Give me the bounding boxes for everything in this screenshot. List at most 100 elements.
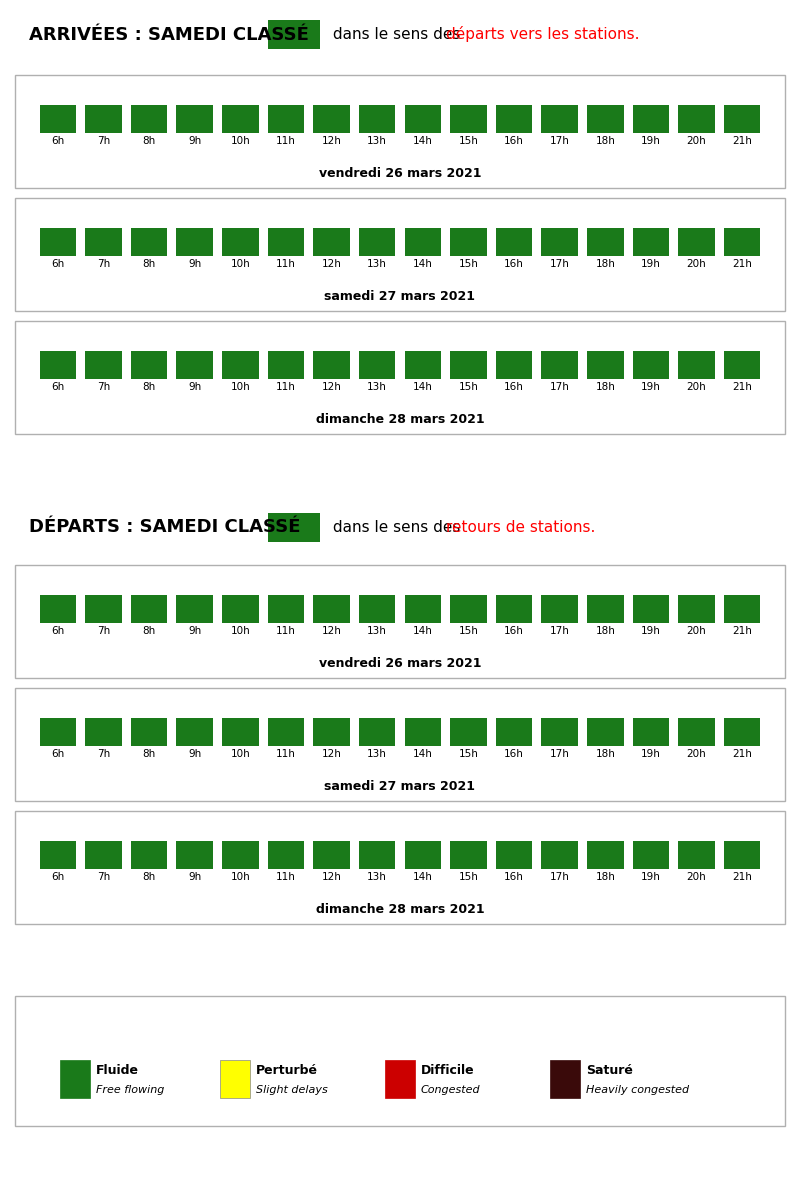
FancyBboxPatch shape: [633, 718, 669, 746]
Text: 6h: 6h: [51, 626, 65, 636]
FancyBboxPatch shape: [15, 688, 785, 802]
FancyBboxPatch shape: [177, 351, 213, 379]
FancyBboxPatch shape: [496, 227, 532, 256]
Text: 13h: 13h: [367, 872, 387, 883]
FancyBboxPatch shape: [314, 718, 350, 746]
Text: Free flowing: Free flowing: [96, 1085, 164, 1095]
FancyBboxPatch shape: [542, 105, 578, 133]
FancyBboxPatch shape: [405, 718, 441, 746]
Text: 8h: 8h: [142, 749, 156, 759]
Text: 13h: 13h: [367, 136, 387, 146]
Text: dimanche 28 mars 2021: dimanche 28 mars 2021: [316, 413, 484, 426]
FancyBboxPatch shape: [359, 596, 395, 623]
FancyBboxPatch shape: [496, 351, 532, 379]
Text: dans le sens des: dans le sens des: [328, 27, 466, 42]
Text: 19h: 19h: [641, 258, 661, 269]
Text: 7h: 7h: [97, 258, 110, 269]
FancyBboxPatch shape: [131, 351, 167, 379]
Text: 11h: 11h: [276, 258, 296, 269]
Text: 17h: 17h: [550, 258, 570, 269]
FancyBboxPatch shape: [405, 105, 441, 133]
Text: 7h: 7h: [97, 136, 110, 146]
Text: 12h: 12h: [322, 872, 342, 883]
Text: dimanche 28 mars 2021: dimanche 28 mars 2021: [316, 903, 484, 916]
FancyBboxPatch shape: [359, 105, 395, 133]
FancyBboxPatch shape: [85, 596, 122, 623]
Text: 20h: 20h: [686, 136, 706, 146]
Text: DÉPARTS : SAMEDI CLASSÉ: DÉPARTS : SAMEDI CLASSÉ: [29, 518, 301, 536]
FancyBboxPatch shape: [268, 105, 304, 133]
Text: 10h: 10h: [230, 258, 250, 269]
FancyBboxPatch shape: [222, 351, 258, 379]
FancyBboxPatch shape: [15, 322, 785, 434]
Text: 19h: 19h: [641, 382, 661, 392]
FancyBboxPatch shape: [633, 105, 669, 133]
Text: dans le sens des: dans le sens des: [328, 520, 466, 535]
Text: 18h: 18h: [595, 382, 615, 392]
Text: 17h: 17h: [550, 136, 570, 146]
Text: 20h: 20h: [686, 382, 706, 392]
FancyBboxPatch shape: [15, 811, 785, 924]
FancyBboxPatch shape: [177, 841, 213, 869]
FancyBboxPatch shape: [15, 996, 785, 1125]
Text: 9h: 9h: [188, 136, 202, 146]
Text: 9h: 9h: [188, 258, 202, 269]
Text: 9h: 9h: [188, 872, 202, 883]
FancyBboxPatch shape: [496, 105, 532, 133]
FancyBboxPatch shape: [177, 227, 213, 256]
Text: 14h: 14h: [413, 749, 433, 759]
FancyBboxPatch shape: [15, 75, 785, 188]
Text: Fluide: Fluide: [96, 1064, 139, 1077]
FancyBboxPatch shape: [587, 351, 623, 379]
FancyBboxPatch shape: [587, 596, 623, 623]
FancyBboxPatch shape: [359, 718, 395, 746]
Text: 10h: 10h: [230, 382, 250, 392]
Text: 10h: 10h: [230, 872, 250, 883]
Text: 7h: 7h: [97, 872, 110, 883]
FancyBboxPatch shape: [678, 841, 715, 869]
FancyBboxPatch shape: [268, 841, 304, 869]
FancyBboxPatch shape: [587, 105, 623, 133]
FancyBboxPatch shape: [550, 1060, 580, 1098]
FancyBboxPatch shape: [724, 718, 761, 746]
FancyBboxPatch shape: [85, 227, 122, 256]
FancyBboxPatch shape: [314, 105, 350, 133]
Text: 19h: 19h: [641, 872, 661, 883]
Text: Slight delays: Slight delays: [256, 1085, 328, 1095]
Text: 11h: 11h: [276, 382, 296, 392]
Text: 12h: 12h: [322, 749, 342, 759]
Text: 19h: 19h: [641, 136, 661, 146]
Text: 10h: 10h: [230, 749, 250, 759]
Text: 6h: 6h: [51, 749, 65, 759]
FancyBboxPatch shape: [405, 227, 441, 256]
FancyBboxPatch shape: [405, 596, 441, 623]
FancyBboxPatch shape: [220, 1060, 250, 1098]
Text: 15h: 15h: [458, 872, 478, 883]
FancyBboxPatch shape: [131, 841, 167, 869]
FancyBboxPatch shape: [587, 227, 623, 256]
Text: 13h: 13h: [367, 258, 387, 269]
FancyBboxPatch shape: [222, 718, 258, 746]
Text: 14h: 14h: [413, 626, 433, 636]
Text: 17h: 17h: [550, 749, 570, 759]
FancyBboxPatch shape: [587, 718, 623, 746]
FancyBboxPatch shape: [268, 20, 320, 49]
Text: 16h: 16h: [504, 872, 524, 883]
Text: 15h: 15h: [458, 136, 478, 146]
Text: 8h: 8h: [142, 258, 156, 269]
Text: 13h: 13h: [367, 749, 387, 759]
FancyBboxPatch shape: [39, 351, 76, 379]
Text: 8h: 8h: [142, 136, 156, 146]
FancyBboxPatch shape: [450, 841, 486, 869]
FancyBboxPatch shape: [678, 227, 715, 256]
Text: 9h: 9h: [188, 382, 202, 392]
Text: 6h: 6h: [51, 872, 65, 883]
Text: 17h: 17h: [550, 382, 570, 392]
Text: 15h: 15h: [458, 749, 478, 759]
FancyBboxPatch shape: [724, 596, 761, 623]
Text: 12h: 12h: [322, 626, 342, 636]
Text: 12h: 12h: [322, 382, 342, 392]
Text: samedi 27 mars 2021: samedi 27 mars 2021: [325, 780, 475, 793]
Text: 8h: 8h: [142, 382, 156, 392]
Text: 11h: 11h: [276, 872, 296, 883]
